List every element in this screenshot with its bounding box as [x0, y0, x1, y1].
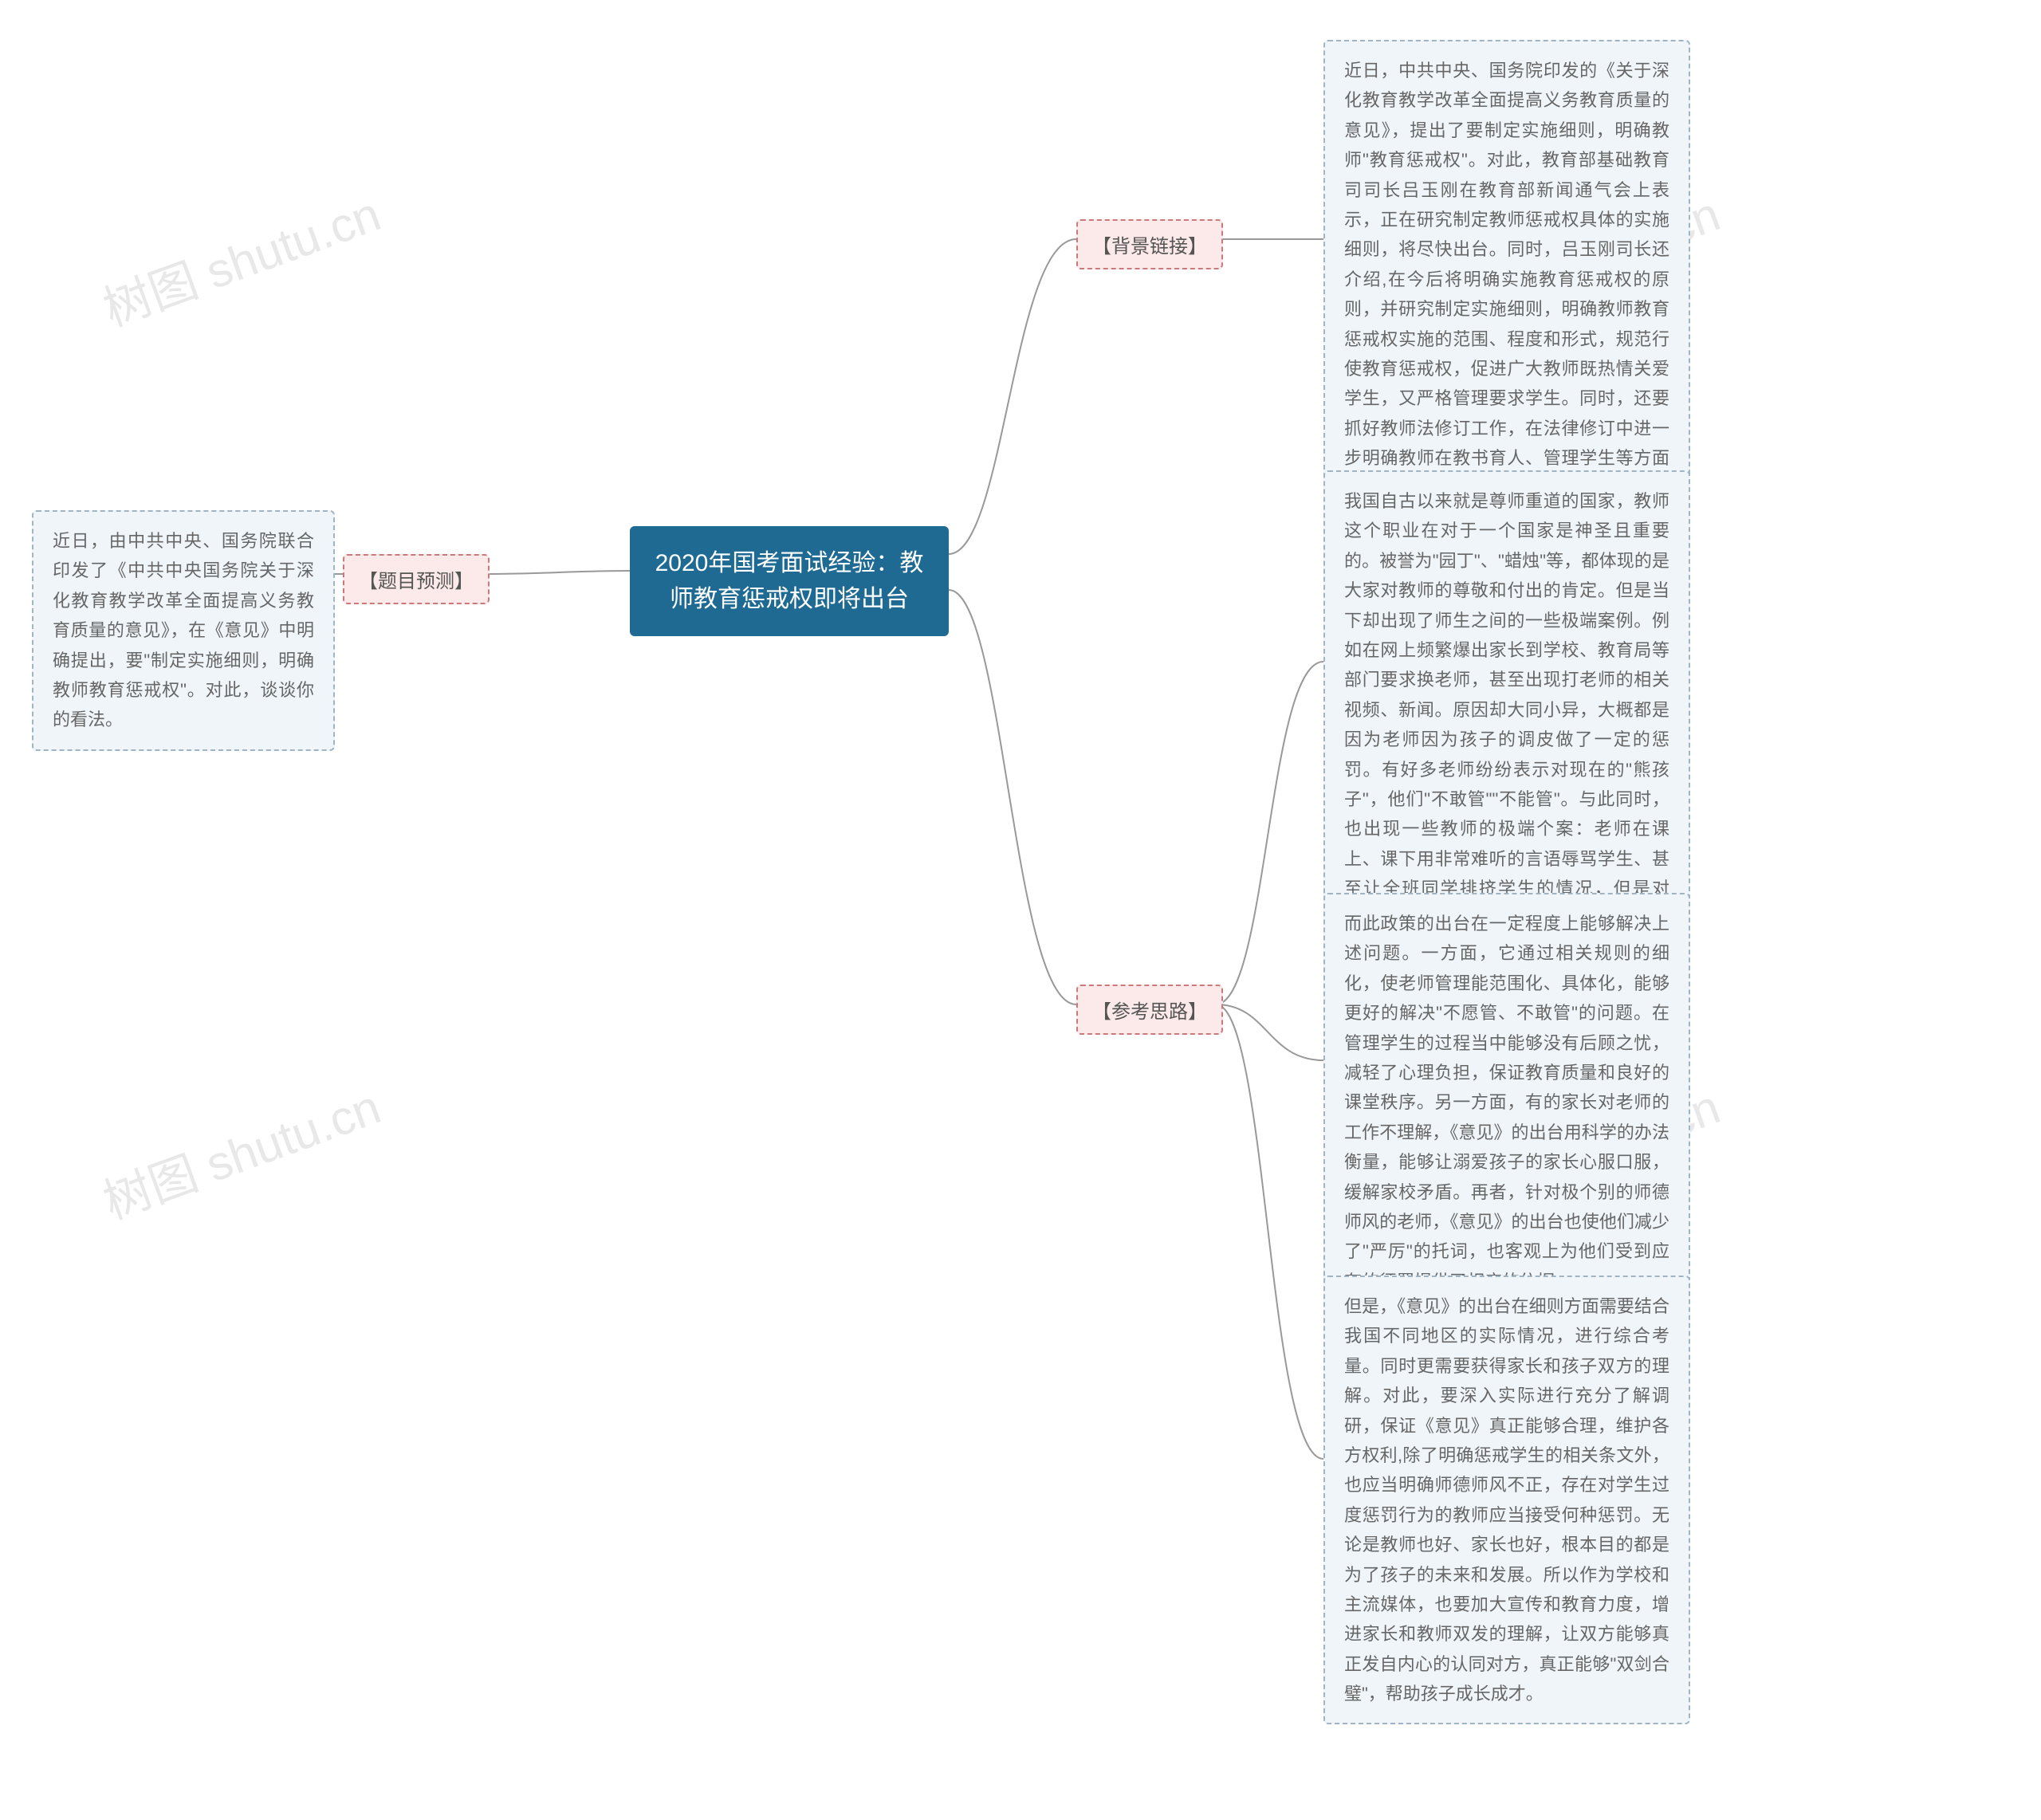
- leaf-text: 但是，《意见》的出台在细则方面需要结合我国不同地区的实际情况，进行综合考量。同时…: [1344, 1296, 1669, 1704]
- connector-layer: [0, 0, 2041, 1820]
- leaf-topic-1[interactable]: 近日，由中共中央、国务院联合印发了《中共中央国务院关于深化教育教学改革全面提高义…: [32, 510, 335, 751]
- branch-thinking[interactable]: 【参考思路】: [1076, 985, 1223, 1035]
- watermark: 树图 shutu.cn: [92, 1068, 388, 1232]
- center-node[interactable]: 2020年国考面试经验：教师教育惩戒权即将出台: [630, 526, 949, 636]
- branch-background[interactable]: 【背景链接】: [1076, 219, 1223, 269]
- leaf-text: 近日，由中共中央、国务院联合印发了《中共中央国务院关于深化教育教学改革全面提高义…: [53, 531, 314, 729]
- leaf-text: 我国自古以来就是尊师重道的国家，教师这个职业在对于一个国家是神圣且重要的。被誉为…: [1344, 491, 1669, 928]
- branch-label: 【题目预测】: [359, 571, 474, 592]
- leaf-thinking-2[interactable]: 而此政策的出台在一定程度上能够解决上述问题。一方面，它通过相关规则的细化，使老师…: [1323, 893, 1690, 1312]
- watermark: 树图 shutu.cn: [92, 175, 388, 340]
- leaf-thinking-1[interactable]: 我国自古以来就是尊师重道的国家，教师这个职业在对于一个国家是神圣且重要的。被誉为…: [1323, 470, 1690, 949]
- branch-label: 【参考思路】: [1092, 1001, 1207, 1023]
- leaf-text: 近日，中共中央、国务院印发的《关于深化教育教学改革全面提高义务教育质量的意见》，…: [1344, 61, 1669, 528]
- leaf-thinking-3[interactable]: 但是，《意见》的出台在细则方面需要结合我国不同地区的实际情况，进行综合考量。同时…: [1323, 1276, 1690, 1724]
- leaf-text: 而此政策的出台在一定程度上能够解决上述问题。一方面，它通过相关规则的细化，使老师…: [1344, 914, 1669, 1291]
- branch-topic[interactable]: 【题目预测】: [343, 554, 490, 604]
- branch-label: 【背景链接】: [1092, 236, 1207, 257]
- center-node-text: 2020年国考面试经验：教师教育惩戒权即将出台: [655, 550, 924, 612]
